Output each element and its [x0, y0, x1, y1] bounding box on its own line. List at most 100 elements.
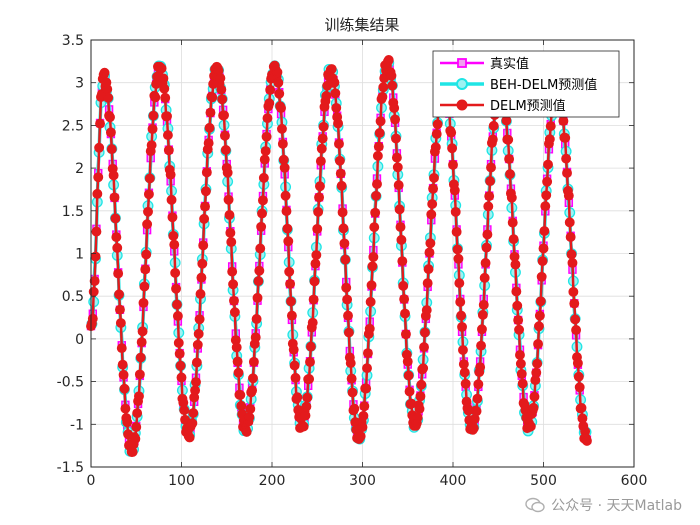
data-point	[226, 237, 237, 247]
data-point	[105, 127, 116, 138]
data-point	[169, 239, 180, 250]
data-point	[279, 162, 290, 173]
data-point	[371, 190, 382, 201]
data-point	[292, 392, 303, 403]
data-point	[132, 408, 143, 419]
data-point	[501, 115, 512, 126]
data-point	[138, 297, 149, 308]
data-point	[264, 98, 275, 109]
data-point	[482, 229, 493, 240]
y-tick-label: 2	[75, 161, 84, 177]
data-point	[290, 372, 301, 383]
data-point	[334, 155, 345, 166]
data-point	[282, 223, 293, 234]
data-point	[134, 391, 144, 402]
data-point	[278, 154, 289, 165]
data-point	[316, 143, 327, 154]
data-point	[453, 253, 464, 264]
y-tick-label: 3	[75, 76, 84, 92]
y-tick-label: 2.5	[62, 118, 84, 134]
data-point	[566, 249, 577, 260]
data-point	[391, 152, 402, 163]
y-tick-label: 1.5	[62, 204, 84, 220]
data-point	[533, 339, 544, 349]
data-point	[313, 206, 324, 217]
data-point	[361, 383, 372, 394]
data-point	[140, 264, 151, 275]
data-point	[248, 356, 259, 367]
data-point	[542, 176, 553, 187]
chart-title: 训练集结果	[324, 16, 399, 34]
data-point	[427, 199, 438, 210]
legend-label-true: 真实值	[490, 56, 529, 72]
data-point	[232, 356, 243, 367]
data-point	[174, 348, 185, 359]
data-point	[516, 368, 527, 379]
data-point	[335, 168, 346, 179]
data-point	[395, 222, 406, 232]
data-point	[195, 289, 206, 299]
data-point	[510, 259, 521, 270]
data-point	[448, 159, 458, 170]
data-point	[255, 243, 266, 254]
data-point	[227, 266, 238, 277]
data-point	[106, 144, 117, 155]
data-point	[258, 172, 269, 183]
data-point	[345, 358, 356, 369]
data-point	[346, 373, 357, 384]
data-point	[274, 88, 285, 99]
data-point	[229, 295, 239, 306]
data-point	[288, 344, 299, 355]
data-point	[136, 337, 147, 348]
data-point	[330, 88, 341, 99]
data-point	[331, 102, 342, 113]
data-point	[532, 358, 543, 369]
data-point	[148, 110, 159, 121]
legend-entry-beh-delm: BEH-DELM预测值	[440, 77, 597, 93]
data-point	[399, 294, 410, 305]
data-point	[251, 314, 262, 324]
data-point	[373, 141, 384, 152]
data-point	[192, 339, 203, 350]
x-tick-label: 0	[87, 473, 96, 489]
data-point	[481, 242, 492, 253]
data-point	[277, 138, 288, 149]
data-point	[372, 179, 382, 190]
data-point	[166, 194, 177, 205]
data-point	[483, 201, 494, 212]
data-point	[477, 309, 488, 320]
data-point	[112, 242, 123, 253]
data-point	[131, 422, 142, 432]
data-point	[567, 257, 578, 268]
data-point	[137, 326, 148, 337]
data-point	[162, 130, 173, 141]
data-point	[506, 192, 517, 203]
data-point	[347, 387, 358, 398]
data-point	[87, 313, 98, 324]
data-point	[280, 190, 291, 201]
data-point	[188, 408, 199, 419]
x-tick-label: 300	[349, 473, 376, 489]
x-tick-label: 600	[621, 473, 648, 489]
data-point	[163, 145, 174, 156]
data-point	[250, 332, 261, 343]
data-point	[95, 118, 106, 129]
data-point	[146, 140, 157, 151]
data-point	[117, 359, 128, 370]
data-point	[276, 102, 287, 113]
data-point	[426, 209, 437, 220]
data-point	[105, 112, 115, 123]
data-point	[305, 341, 316, 352]
data-point	[517, 378, 528, 389]
data-point	[397, 256, 408, 267]
data-point	[484, 191, 495, 202]
data-point	[358, 410, 369, 421]
data-point	[281, 206, 292, 217]
legend-marker-delm	[456, 99, 468, 111]
data-point	[338, 223, 349, 234]
data-point	[302, 392, 313, 403]
data-point	[110, 213, 121, 224]
data-point	[122, 417, 133, 428]
data-point	[357, 422, 368, 433]
data-point	[475, 362, 486, 373]
